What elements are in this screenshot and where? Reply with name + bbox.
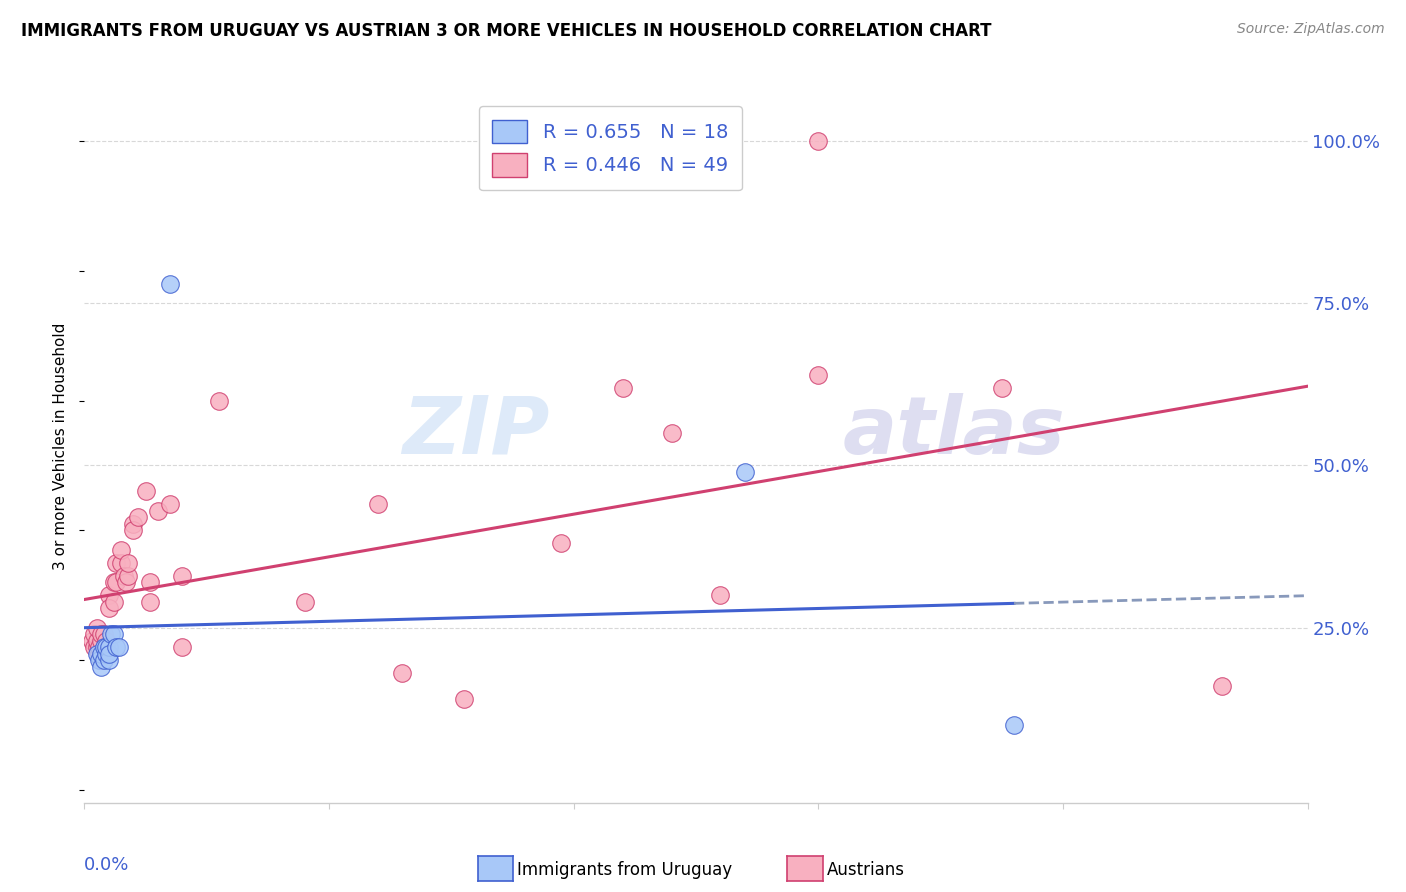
Point: [135, 484, 157, 499]
Point: [661, 425, 683, 440]
Point: [807, 368, 830, 382]
Point: [159, 277, 181, 291]
Point: [105, 575, 128, 590]
Text: IMMIGRANTS FROM URUGUAY VS AUSTRIAN 3 OR MORE VEHICLES IN HOUSEHOLD CORRELATION : IMMIGRANTS FROM URUGUAY VS AUSTRIAN 3 OR…: [21, 22, 991, 40]
Y-axis label: 3 or more Vehicles in Household: 3 or more Vehicles in Household: [53, 322, 69, 570]
Point: [87, 647, 110, 661]
Point: [208, 393, 231, 408]
Point: [115, 575, 138, 590]
Point: [139, 575, 162, 590]
Point: [90, 653, 112, 667]
Point: [86, 621, 108, 635]
Point: [117, 556, 139, 570]
Point: [97, 647, 120, 661]
Point: [807, 134, 830, 148]
Point: [93, 627, 115, 641]
Point: [97, 588, 120, 602]
Point: [550, 536, 572, 550]
Point: [612, 381, 634, 395]
Point: [103, 575, 125, 590]
Point: [90, 659, 112, 673]
Point: [110, 542, 132, 557]
Legend: R = 0.655   N = 18, R = 0.446   N = 49: R = 0.655 N = 18, R = 0.446 N = 49: [479, 106, 742, 191]
Point: [172, 568, 194, 582]
Point: [96, 647, 118, 661]
Point: [107, 640, 129, 654]
Point: [105, 556, 128, 570]
Point: [453, 692, 475, 706]
Point: [97, 601, 120, 615]
Point: [83, 640, 105, 654]
Point: [172, 640, 194, 654]
Point: [391, 666, 413, 681]
Point: [991, 381, 1014, 395]
Point: [86, 633, 108, 648]
Point: [1211, 679, 1233, 693]
Point: [90, 633, 112, 648]
Text: Immigrants from Uruguay: Immigrants from Uruguay: [517, 861, 733, 879]
Point: [100, 627, 122, 641]
Point: [105, 640, 128, 654]
Point: [127, 510, 149, 524]
Point: [86, 640, 108, 654]
Point: [87, 640, 110, 654]
Point: [93, 653, 115, 667]
Point: [709, 588, 731, 602]
Point: [159, 497, 181, 511]
Point: [117, 568, 139, 582]
Point: [367, 497, 389, 511]
Point: [96, 640, 118, 654]
Text: ZIP: ZIP: [402, 392, 550, 471]
Point: [87, 653, 110, 667]
Point: [122, 524, 145, 538]
Point: [80, 633, 103, 648]
Point: [86, 647, 108, 661]
Point: [83, 627, 105, 641]
Point: [103, 595, 125, 609]
Text: atlas: atlas: [842, 392, 1066, 471]
Point: [97, 653, 120, 667]
Point: [734, 465, 756, 479]
Point: [112, 568, 135, 582]
Point: [139, 595, 162, 609]
Point: [146, 504, 169, 518]
Point: [96, 633, 118, 648]
Text: Source: ZipAtlas.com: Source: ZipAtlas.com: [1237, 22, 1385, 37]
Point: [96, 640, 118, 654]
Point: [93, 647, 115, 661]
Point: [294, 595, 316, 609]
Point: [110, 556, 132, 570]
Text: 0.0%: 0.0%: [84, 856, 129, 874]
Point: [93, 640, 115, 654]
Point: [103, 627, 125, 641]
Point: [1002, 718, 1025, 732]
Point: [90, 627, 112, 641]
Point: [122, 516, 145, 531]
Point: [90, 647, 112, 661]
Text: Austrians: Austrians: [827, 861, 904, 879]
Point: [97, 640, 120, 654]
